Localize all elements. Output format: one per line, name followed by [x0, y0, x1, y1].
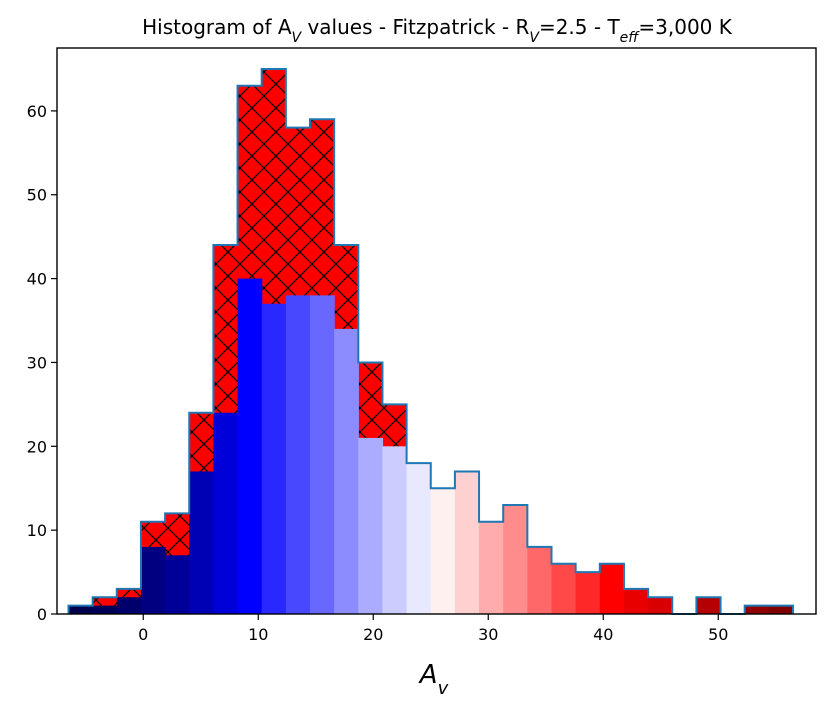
- plot-frame: [56, 47, 817, 615]
- colored-bar: [503, 504, 528, 614]
- x-axis-ticks: 0 10 20 30 40 50: [138, 614, 728, 644]
- colored-bar: [189, 471, 214, 614]
- colored-bar: [648, 597, 673, 614]
- colored-bar: [310, 295, 335, 614]
- x-axis-label: Av: [418, 660, 449, 699]
- x-tick-label: 30: [478, 625, 498, 644]
- colored-bar: [623, 588, 649, 614]
- chart-title: Histogram of AV values - Fitzpatrick - R…: [142, 15, 733, 46]
- colored-bar: [454, 471, 480, 614]
- x-tick-label: 50: [708, 625, 728, 644]
- histogram-step-outline: [67, 67, 794, 615]
- colored-bar: [261, 303, 287, 614]
- colored-bar: [140, 546, 166, 614]
- y-tick-label: 0: [37, 605, 47, 624]
- y-tick-label: 60: [27, 102, 47, 121]
- colored-bar: [382, 446, 408, 614]
- x-tick-label: 20: [363, 625, 383, 644]
- colored-bar: [68, 605, 94, 614]
- x-tick-label: 0: [138, 625, 148, 644]
- y-tick-label: 40: [27, 270, 47, 289]
- colored-bar: [696, 597, 722, 614]
- colored-bar: [406, 463, 432, 614]
- x-tick-label: 40: [593, 625, 613, 644]
- x-tick-label: 10: [248, 625, 268, 644]
- colored-bar: [551, 563, 577, 614]
- y-tick-label: 50: [27, 186, 47, 205]
- colored-bar: [92, 605, 118, 614]
- colored-bar: [116, 597, 142, 614]
- colored-bar: [213, 412, 239, 614]
- y-axis-ticks: 0 10 20 30 40 50 60: [27, 102, 57, 624]
- overlay-bars-layer: [68, 278, 794, 614]
- colored-bar: [527, 546, 553, 614]
- colored-bar: [237, 278, 263, 614]
- colored-bar: [358, 437, 384, 614]
- colored-bar: [165, 555, 190, 614]
- y-tick-label: 10: [27, 521, 47, 540]
- y-tick-label: 20: [27, 437, 47, 456]
- y-tick-label: 30: [27, 353, 47, 372]
- colored-bar: [744, 605, 770, 614]
- colored-bar: [575, 572, 601, 614]
- colored-bar: [285, 295, 311, 614]
- colored-bar: [430, 488, 456, 614]
- colored-bar: [479, 521, 504, 614]
- colored-bar: [768, 605, 794, 614]
- colored-bar: [599, 563, 625, 614]
- colored-bar: [334, 328, 359, 614]
